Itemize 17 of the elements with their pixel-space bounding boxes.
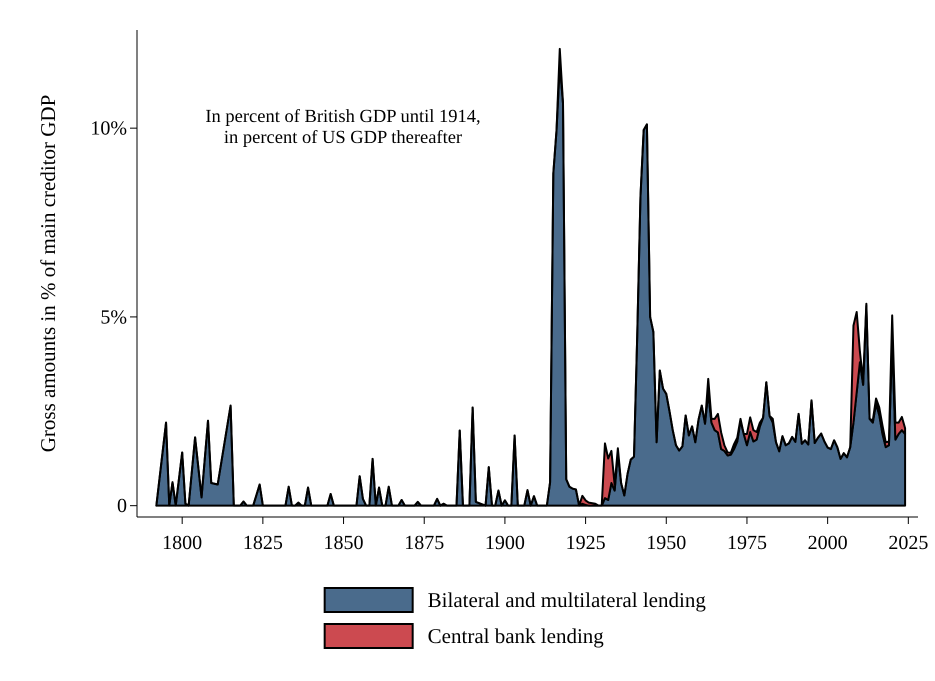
y-tick-label: 0 — [117, 495, 127, 518]
x-tick-label: 2025 — [888, 532, 928, 554]
x-tick-label: 1825 — [242, 532, 283, 554]
y-axis-title: Gross amounts in % of main creditor GDP — [36, 94, 60, 452]
x-tick-label: 1850 — [324, 532, 364, 554]
x-tick-label: 1925 — [566, 532, 606, 554]
y-tick-label: 10% — [90, 118, 127, 140]
x-tick-label: 1800 — [162, 532, 202, 554]
x-tick-label: 1900 — [484, 532, 525, 554]
x-tick-label: 1950 — [646, 532, 686, 554]
x-tick-label: 2000 — [808, 532, 848, 554]
legend-label: Bilateral and multilateral lending — [428, 588, 706, 612]
x-tick-label: 1875 — [404, 532, 444, 554]
x-tick-label: 1975 — [726, 532, 767, 554]
legend-label: Central bank lending — [428, 624, 604, 648]
y-tick-label: 5% — [100, 306, 127, 328]
annotation: In percent of British GDP until 1914, in percent of US GDP thereafter — [205, 107, 481, 148]
